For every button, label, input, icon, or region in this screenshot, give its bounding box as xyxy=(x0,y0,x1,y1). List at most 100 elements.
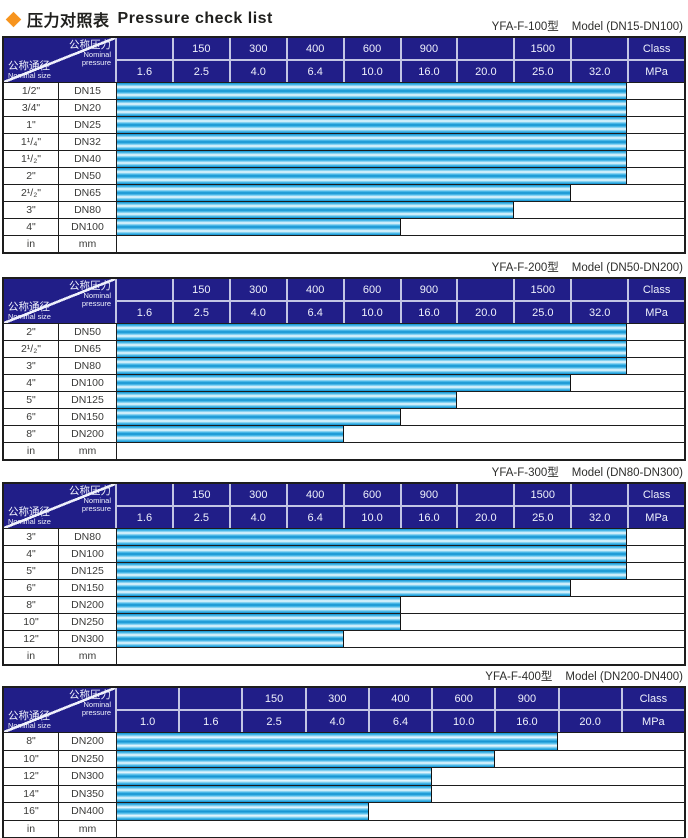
size-label-en: Nominal size xyxy=(8,517,51,526)
size-cell: 12" xyxy=(4,631,59,647)
class-cell xyxy=(570,38,627,59)
dn-cell: DN50 xyxy=(59,324,117,340)
size-label-en: Nominal size xyxy=(8,71,51,80)
mpa-cell: 1.6 xyxy=(178,711,241,732)
dn-cell: DN80 xyxy=(59,529,117,545)
dn-cell: DN350 xyxy=(59,785,117,802)
size-label-zh: 公称通径 xyxy=(8,506,50,518)
mpa-cell: 4.0 xyxy=(228,302,286,323)
pressure-bar xyxy=(117,358,628,374)
pressure-label-zh: 公称压力 xyxy=(69,39,111,51)
pressure-bar xyxy=(117,409,401,425)
dn-cell: DN150 xyxy=(59,580,117,596)
class-cell: 900 xyxy=(399,38,457,59)
corner-cell: 公称压力 Nominal pressure 公称通径 Nominal size xyxy=(4,688,117,732)
dn-cell: mm xyxy=(59,820,117,837)
dn-cell: DN15 xyxy=(59,83,117,99)
dn-cell: DN300 xyxy=(59,631,117,647)
model-label: YFA-F-100型 xyxy=(491,21,559,33)
size-cell: 2" xyxy=(4,168,59,184)
dn-cell: mm xyxy=(59,443,117,459)
bar-zone xyxy=(117,219,684,235)
table-row: 16" DN400 xyxy=(4,802,684,820)
mpa-cell: 2.5 xyxy=(171,302,229,323)
pressure-bar xyxy=(117,597,401,613)
table-row: 1/2" DN15 xyxy=(4,82,684,99)
page-title-zh: 压力对照表 xyxy=(27,13,110,30)
pressure-bar xyxy=(117,185,571,201)
corner-cell: 公称压力 Nominal pressure 公称通径 Nominal size xyxy=(4,484,117,528)
table-row: 2" DN50 xyxy=(4,323,684,340)
class-cell xyxy=(456,279,513,300)
mpa-cell: 6.4 xyxy=(367,711,431,732)
pressure-label-en-1: Nominal xyxy=(83,700,111,709)
pressure-bar xyxy=(117,529,628,545)
diagonal-line xyxy=(4,279,115,323)
corner-cell: 公称压力 Nominal pressure 公称通径 Nominal size xyxy=(4,38,117,82)
mpa-cell: 4.0 xyxy=(228,507,286,528)
pressure-bar xyxy=(117,134,628,150)
nominal-pressure-label: 公称压力 Nominal pressure xyxy=(69,281,111,308)
nominal-size-label: 公称通径 Nominal size xyxy=(8,711,51,730)
size-cell: 8" xyxy=(4,733,59,750)
pressure-bar xyxy=(117,117,628,133)
size-label-zh: 公称通径 xyxy=(8,710,50,722)
bar-zone xyxy=(117,614,684,630)
pressure-bar xyxy=(117,580,571,596)
table-row: 6" DN150 xyxy=(4,408,684,425)
pressure-label-en-2: pressure xyxy=(81,504,111,513)
pressure-table-block: YFA-F-300型 Model (DN80-DN300) 公称压力 Nominal p… xyxy=(2,461,686,666)
class-cell xyxy=(117,484,172,505)
size-cell: 2¹/₂" xyxy=(4,341,59,357)
mpa-cell: 6.4 xyxy=(285,61,343,82)
dn-cell: DN100 xyxy=(59,219,117,235)
pressure-table-block: YFA-F-400型 Model (DN200-DN400) 公称压力 Nominal… xyxy=(2,666,686,838)
table-header: 公称压力 Nominal pressure 公称通径 Nominal size 150 30… xyxy=(4,484,684,528)
pressure-table: 公称压力 Nominal pressure 公称通径 Nominal size 150 30… xyxy=(2,277,686,461)
size-label-zh: 公称通径 xyxy=(8,301,50,313)
mpa-cell: 16.0 xyxy=(494,711,557,732)
table-row: 14" DN350 xyxy=(4,784,684,802)
pressure-bar xyxy=(117,563,628,579)
corner-cell: 公称压力 Nominal pressure 公称通径 Nominal size xyxy=(4,279,117,323)
bar-zone xyxy=(117,134,684,150)
class-cell: 400 xyxy=(285,38,343,59)
table-header: 公称压力 Nominal pressure 公称通径 Nominal size 150 30… xyxy=(4,279,684,323)
pressure-bar xyxy=(117,733,558,750)
table-row: 12" DN300 xyxy=(4,767,684,785)
nominal-size-label: 公称通径 Nominal size xyxy=(8,302,51,321)
model-label: YFA-F-200型 xyxy=(491,262,559,274)
class-row: 150 300 400 600 900 Class xyxy=(117,688,684,709)
class-cell: 300 xyxy=(228,484,286,505)
pressure-label-en-2: pressure xyxy=(81,299,111,308)
model-range-label: Model (DN50-DN200) xyxy=(571,262,683,274)
mpa-cell: MPa xyxy=(627,302,684,323)
pressure-table-block: YFA-F-200型 Model (DN50-DN200) 公称压力 Nominal p… xyxy=(2,254,686,461)
dn-cell: DN80 xyxy=(59,202,117,218)
page-title: 压力对照表 Pressure check list xyxy=(5,7,273,31)
size-cell: 1¹/₂" xyxy=(4,151,59,167)
pressure-bar xyxy=(117,426,344,442)
class-row: 150 300 400 600 900 1500 Class xyxy=(117,38,684,59)
bar-zone xyxy=(117,100,684,116)
table-subtitle: YFA-F-100型 Model (DN15-DN100) xyxy=(2,0,686,36)
size-cell: 16" xyxy=(4,803,59,820)
table-row: 6" DN150 xyxy=(4,579,684,596)
mpa-row: 1.6 2.5 4.0 6.4 10.0 16.0 20.0 25.0 32.0 MPa xyxy=(117,59,684,82)
mpa-cell: 6.4 xyxy=(285,302,343,323)
table-row: 2" DN50 xyxy=(4,167,684,184)
size-cell: 1/2" xyxy=(4,83,59,99)
bar-zone xyxy=(117,820,684,837)
dn-cell: DN300 xyxy=(59,768,117,785)
class-cell: 1500 xyxy=(513,38,570,59)
dn-cell: DN50 xyxy=(59,168,117,184)
table-row: in mm xyxy=(4,819,684,837)
table-row: 5" DN125 xyxy=(4,391,684,408)
class-cell: 1500 xyxy=(513,484,570,505)
pressure-bar xyxy=(117,151,628,167)
size-label-en: Nominal size xyxy=(8,312,51,321)
mpa-cell: 20.0 xyxy=(456,302,513,323)
pressure-bar xyxy=(117,341,628,357)
size-cell: in xyxy=(4,820,59,837)
